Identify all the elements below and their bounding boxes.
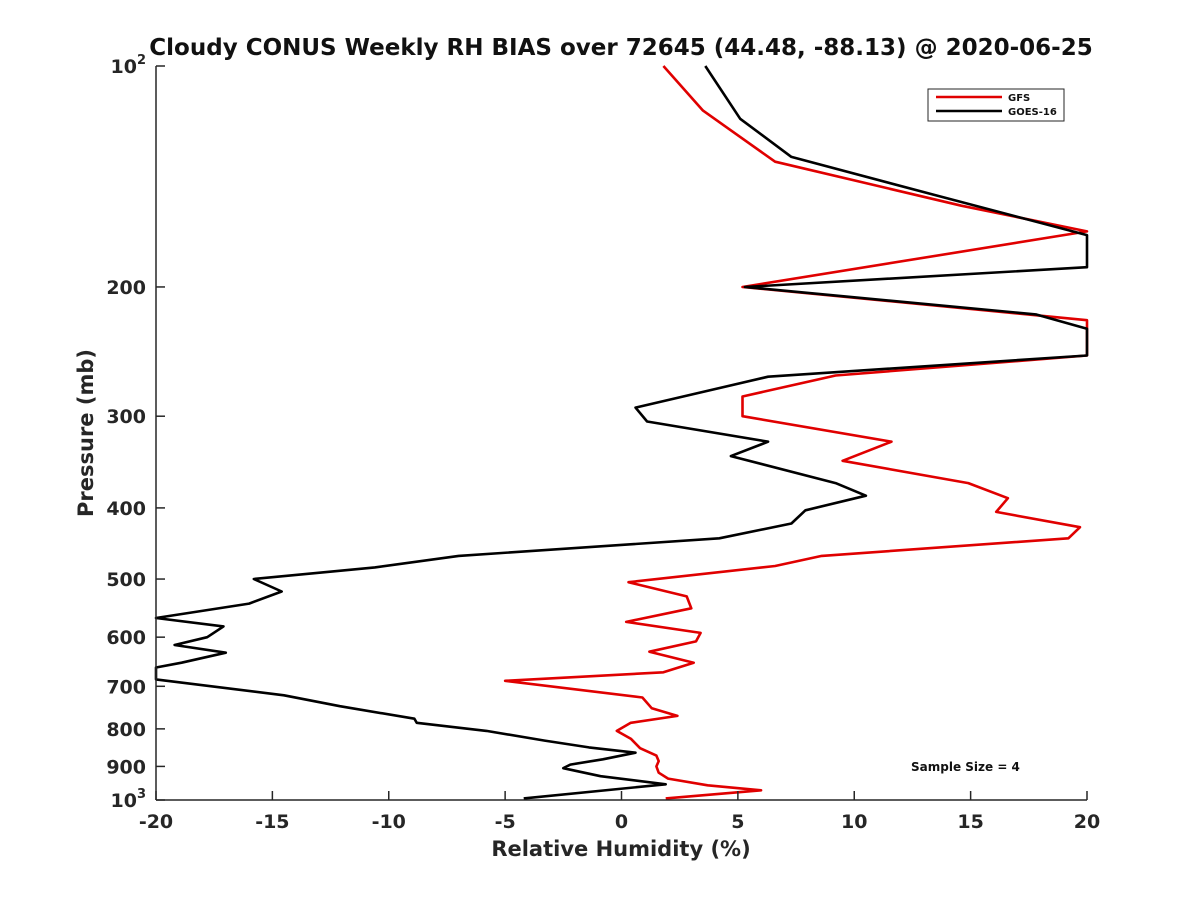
series-line-goes16 — [154, 65, 1089, 800]
series-line-gfs — [503, 65, 1089, 800]
y-tick-label: 600 — [106, 627, 146, 649]
y-tick-label: 500 — [106, 569, 146, 591]
plot-axes — [155, 66, 1087, 801]
y-tick-label: 102 — [111, 53, 147, 78]
x-tick-label: -20 — [139, 811, 173, 833]
y-tick-label: 700 — [106, 676, 146, 698]
y-tick-label: 800 — [106, 719, 146, 741]
x-tick-label: 15 — [957, 811, 983, 833]
x-tick-label: -5 — [495, 811, 516, 833]
y-tick-label: 900 — [106, 756, 146, 778]
legend-label-gfs: GFS — [1008, 93, 1030, 104]
x-tick-label: 10 — [841, 811, 867, 833]
y-tick-layer: 102 200 300 400 500 600 700 800 900 103 — [106, 53, 165, 812]
x-tick-label: -15 — [255, 811, 289, 833]
chart-title: Cloudy CONUS Weekly RH BIAS over 72645 (… — [149, 35, 1092, 61]
y-axis-label: Pressure (mb) — [74, 349, 98, 517]
y-tick-label: 300 — [106, 406, 146, 428]
x-tick-label: 0 — [615, 811, 628, 833]
x-tick-label: 20 — [1074, 811, 1100, 833]
y-tick-label: 200 — [106, 277, 146, 299]
x-tick-label: -10 — [372, 811, 406, 833]
legend-box — [927, 88, 1065, 122]
x-tick-layer: -20 -15 -10 -5 0 5 10 15 20 — [139, 791, 1100, 833]
series-layer — [154, 65, 1089, 800]
legend-label-goes16: GOES-16 — [1008, 107, 1057, 118]
y-tick-label: 400 — [106, 498, 146, 520]
sample-size-annotation: Sample Size = 4 — [911, 760, 1020, 774]
x-axis-label: Relative Humidity (%) — [491, 837, 750, 861]
x-tick-label: 5 — [731, 811, 744, 833]
y-tick-label: 103 — [111, 787, 147, 812]
legend: GFS GOES-16 — [927, 88, 1065, 122]
